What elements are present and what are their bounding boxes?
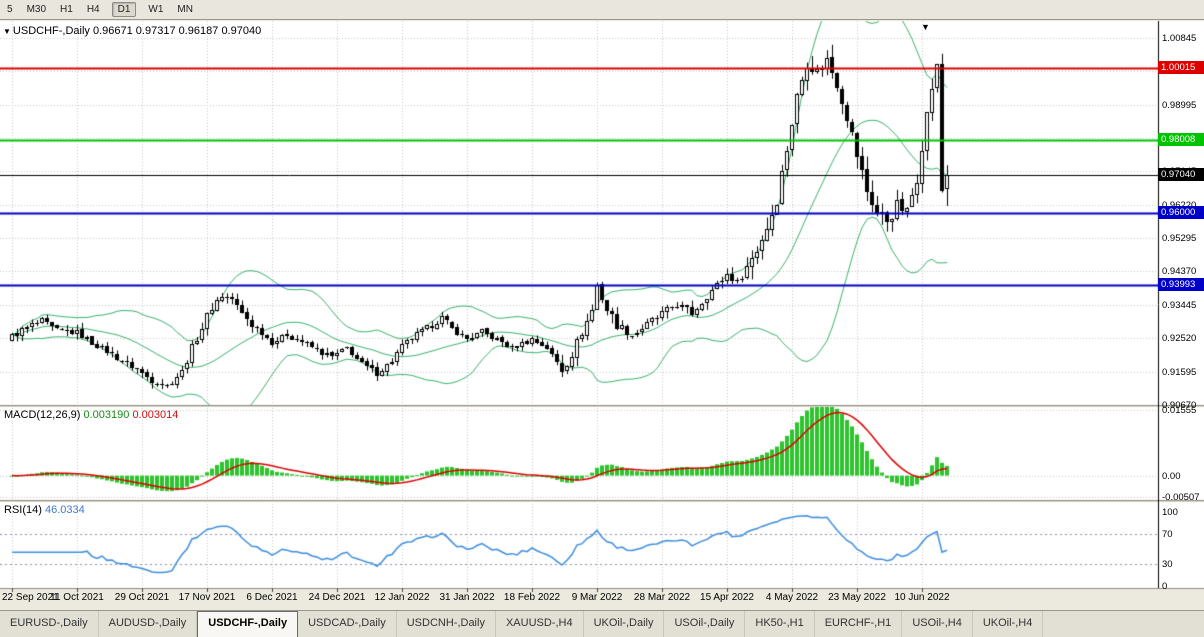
- chart-symbol-label: USDCHF-,Daily: [12, 25, 90, 37]
- chart-header: ▼ USDCHF-,Daily 0.96671 0.97317 0.96187 0…: [3, 25, 261, 37]
- timeframe-toolbar: 5 M30 H1 H4 D1 W1 MN: [0, 0, 1204, 20]
- chart-tab-audusd-daily[interactable]: AUDUSD-,Daily: [99, 611, 198, 637]
- timeframe-button-h4[interactable]: H4: [86, 4, 100, 15]
- chart-shift-marker-icon: ▼: [921, 22, 930, 32]
- chart-tab-eurusd-daily[interactable]: EURUSD-,Daily: [0, 611, 99, 637]
- rsi-label: RSI(14): [4, 504, 42, 516]
- chart-tab-usoil-h4[interactable]: USOil-,H4: [902, 611, 973, 637]
- macd-header: MACD(12,26,9) 0.003190 0.003014: [4, 409, 178, 421]
- chart-tab-hk50-h1[interactable]: HK50-,H1: [745, 611, 815, 637]
- macd-main-value: 0.003190: [83, 409, 130, 421]
- chart-tab-ukoil-h4[interactable]: UKOil-,H4: [973, 611, 1044, 637]
- chart-tab-eurchf-h1[interactable]: EURCHF-,H1: [815, 611, 903, 637]
- timeframe-button-w1[interactable]: W1: [148, 4, 164, 15]
- chart-tab-usdcnh-daily[interactable]: USDCNH-,Daily: [397, 611, 496, 637]
- symbol-marker-icon: ▼: [3, 27, 11, 36]
- chart-tab-usoil-daily[interactable]: USOil-,Daily: [664, 611, 746, 637]
- chart-tab-usdchf-daily[interactable]: USDCHF-,Daily: [197, 611, 299, 637]
- timeframe-button-d1[interactable]: D1: [111, 2, 137, 17]
- timeframe-button-5[interactable]: 5: [7, 4, 13, 15]
- rsi-header: RSI(14) 46.0334: [4, 504, 85, 516]
- chart-ohlc-values: 0.96671 0.97317 0.96187 0.97040: [92, 25, 262, 37]
- timeframe-button-m30[interactable]: M30: [26, 4, 47, 15]
- macd-signal-value: 0.003014: [132, 409, 179, 421]
- rsi-value: 46.0334: [44, 504, 85, 516]
- macd-label: MACD(12,26,9): [4, 409, 81, 421]
- chart-tab-bar: EURUSD-,Daily AUDUSD-,Daily USDCHF-,Daily U…: [0, 610, 1204, 637]
- timeframe-button-h1[interactable]: H1: [60, 4, 73, 15]
- chart-tab-xauusd-h4[interactable]: XAUUSD-,H4: [496, 611, 584, 637]
- chart-tab-ukoil-daily[interactable]: UKOil-,Daily: [584, 611, 665, 637]
- chart-tab-usdcad-daily[interactable]: USDCAD-,Daily: [298, 611, 397, 637]
- timeframe-button-mn[interactable]: MN: [177, 4, 193, 15]
